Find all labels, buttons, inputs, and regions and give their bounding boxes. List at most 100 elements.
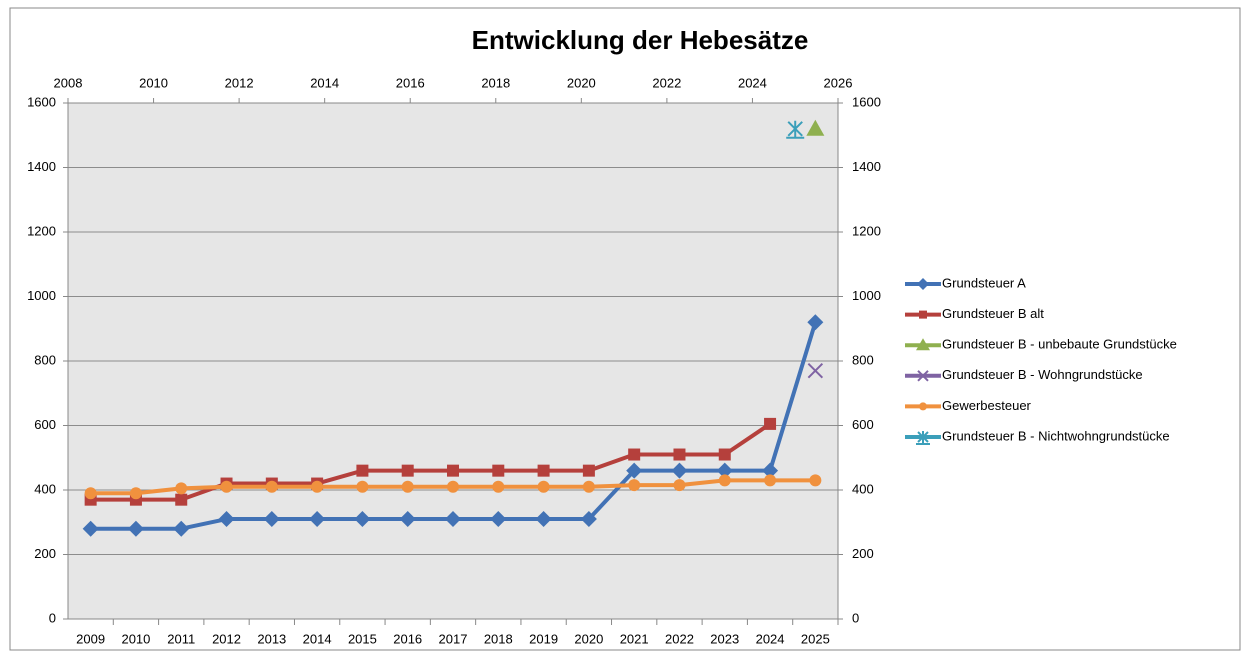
marker bbox=[786, 120, 805, 139]
x-tick-label: 2020 bbox=[574, 631, 603, 646]
x2-tick-label: 2022 bbox=[652, 75, 681, 90]
marker bbox=[718, 448, 731, 461]
x-tick-label: 2012 bbox=[212, 631, 241, 646]
marker bbox=[626, 462, 643, 479]
x2-tick-label: 2016 bbox=[396, 75, 425, 90]
marker bbox=[806, 119, 825, 136]
legend-label: Grundsteuer A bbox=[942, 275, 1026, 290]
chart-title: Entwicklung der Hebesätze bbox=[472, 25, 809, 55]
marker bbox=[311, 480, 324, 493]
marker bbox=[265, 480, 278, 493]
marker bbox=[173, 520, 190, 537]
y2-tick-label: 1000 bbox=[852, 288, 881, 303]
marker bbox=[401, 480, 414, 493]
legend-label: Gewerbesteuer bbox=[942, 398, 1032, 413]
y2-tick-label: 400 bbox=[852, 481, 874, 496]
marker bbox=[445, 511, 461, 528]
marker bbox=[492, 464, 505, 477]
marker bbox=[582, 480, 595, 493]
marker bbox=[492, 480, 505, 493]
x2-tick-label: 2014 bbox=[310, 75, 339, 90]
marker bbox=[218, 511, 235, 528]
marker bbox=[916, 338, 930, 351]
marker bbox=[82, 520, 99, 537]
x-tick-label: 2017 bbox=[439, 631, 468, 646]
y-tick-label: 1600 bbox=[27, 94, 56, 109]
marker bbox=[807, 314, 824, 331]
y-tick-label: 200 bbox=[34, 546, 56, 561]
y-tick-label: 800 bbox=[34, 352, 56, 367]
y-tick-label: 1400 bbox=[27, 159, 56, 174]
x-tick-label: 2024 bbox=[756, 631, 785, 646]
x2-tick-label: 2020 bbox=[567, 75, 596, 90]
marker bbox=[764, 417, 777, 430]
marker bbox=[809, 474, 822, 487]
x2-tick-label: 2026 bbox=[824, 75, 853, 90]
marker bbox=[220, 480, 233, 493]
x2-tick-label: 2024 bbox=[738, 75, 767, 90]
marker bbox=[356, 464, 369, 477]
marker bbox=[762, 462, 779, 479]
marker bbox=[718, 474, 731, 487]
marker bbox=[628, 479, 641, 492]
marker bbox=[535, 511, 552, 528]
legend-label: Grundsteuer B alt bbox=[942, 306, 1044, 321]
legend-label: Grundsteuer B - Nichtwohngrundstücke bbox=[942, 428, 1170, 443]
y2-tick-label: 1600 bbox=[852, 94, 881, 109]
marker bbox=[263, 511, 280, 528]
marker bbox=[917, 370, 929, 382]
marker bbox=[129, 487, 142, 500]
x-tick-label: 2011 bbox=[167, 631, 195, 646]
marker bbox=[537, 480, 550, 493]
y2-tick-label: 200 bbox=[852, 546, 874, 561]
x-tick-label: 2013 bbox=[257, 631, 286, 646]
marker bbox=[490, 511, 507, 528]
marker bbox=[671, 462, 688, 479]
x-tick-label: 2014 bbox=[303, 631, 332, 646]
marker bbox=[447, 480, 459, 493]
marker bbox=[356, 480, 369, 493]
marker bbox=[84, 487, 97, 500]
marker bbox=[537, 464, 550, 477]
x-tick-label: 2021 bbox=[620, 631, 649, 646]
x2-tick-label: 2012 bbox=[225, 75, 254, 90]
marker bbox=[916, 431, 930, 445]
legend-label: Grundsteuer B - Wohngrundstücke bbox=[942, 367, 1143, 382]
x-tick-label: 2016 bbox=[393, 631, 422, 646]
marker bbox=[628, 448, 641, 461]
marker bbox=[401, 464, 414, 477]
x-tick-label: 2019 bbox=[529, 631, 558, 646]
marker bbox=[354, 511, 371, 528]
marker bbox=[580, 511, 597, 528]
y-tick-label: 400 bbox=[34, 481, 56, 496]
marker bbox=[673, 479, 686, 492]
marker bbox=[807, 362, 824, 379]
y-tick-label: 1000 bbox=[27, 288, 56, 303]
y2-tick-label: 1200 bbox=[852, 223, 881, 238]
y-tick-label: 1200 bbox=[27, 223, 56, 238]
x2-tick-label: 2008 bbox=[54, 75, 83, 90]
x-tick-label: 2018 bbox=[484, 631, 513, 646]
x-tick-label: 2010 bbox=[121, 631, 150, 646]
marker bbox=[309, 511, 326, 528]
marker bbox=[582, 464, 595, 477]
marker bbox=[917, 278, 929, 290]
y2-tick-label: 600 bbox=[852, 417, 874, 432]
y-tick-label: 600 bbox=[34, 417, 56, 432]
y2-tick-label: 0 bbox=[852, 610, 859, 625]
x2-tick-label: 2018 bbox=[481, 75, 510, 90]
marker bbox=[127, 520, 144, 537]
marker bbox=[175, 493, 188, 506]
marker bbox=[447, 464, 459, 477]
x-tick-label: 2009 bbox=[76, 631, 105, 646]
marker bbox=[399, 511, 416, 528]
y2-tick-label: 1400 bbox=[852, 159, 881, 174]
y2-tick-label: 800 bbox=[852, 352, 874, 367]
series-line bbox=[90, 422, 772, 502]
marker bbox=[764, 474, 777, 487]
marker bbox=[919, 402, 927, 411]
marker bbox=[175, 482, 188, 495]
marker bbox=[673, 448, 686, 461]
marker bbox=[919, 310, 927, 319]
